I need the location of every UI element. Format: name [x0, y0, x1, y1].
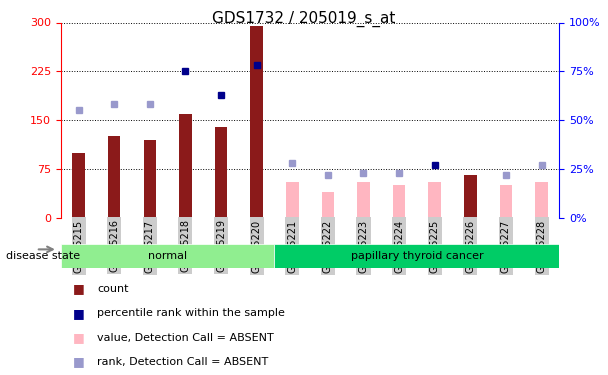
Bar: [429, 182, 441, 218]
Bar: [215, 126, 227, 218]
Bar: [393, 185, 406, 218]
Text: GSM85226: GSM85226: [465, 219, 475, 273]
FancyBboxPatch shape: [61, 244, 274, 268]
Bar: [143, 140, 156, 218]
Text: GSM85225: GSM85225: [430, 219, 440, 273]
Text: GSM85219: GSM85219: [216, 219, 226, 273]
Text: GDS1732 / 205019_s_at: GDS1732 / 205019_s_at: [212, 11, 396, 27]
Bar: [286, 182, 299, 218]
Text: GSM85216: GSM85216: [109, 219, 119, 273]
Bar: [535, 182, 548, 218]
Bar: [108, 136, 120, 218]
Bar: [72, 153, 85, 218]
Text: papillary thyroid cancer: papillary thyroid cancer: [351, 251, 483, 261]
Bar: [322, 192, 334, 217]
Text: ■: ■: [73, 307, 85, 320]
Bar: [250, 26, 263, 217]
Bar: [108, 136, 120, 218]
Text: GSM85220: GSM85220: [252, 219, 261, 273]
Text: GSM85218: GSM85218: [181, 219, 190, 273]
Text: ■: ■: [73, 282, 85, 295]
Bar: [464, 175, 477, 217]
Text: GSM85223: GSM85223: [359, 219, 368, 273]
Text: GSM85222: GSM85222: [323, 219, 333, 273]
Text: GSM85228: GSM85228: [536, 219, 547, 273]
Bar: [179, 114, 192, 218]
Text: GSM85221: GSM85221: [287, 219, 297, 273]
Text: ■: ■: [73, 356, 85, 368]
Bar: [72, 153, 85, 218]
Text: GSM85227: GSM85227: [501, 219, 511, 273]
Text: GSM85215: GSM85215: [74, 219, 84, 273]
Text: disease state: disease state: [6, 251, 80, 261]
Bar: [143, 140, 156, 218]
FancyBboxPatch shape: [274, 244, 559, 268]
Text: GSM85224: GSM85224: [394, 219, 404, 273]
Bar: [500, 185, 512, 218]
Text: count: count: [97, 284, 129, 294]
Text: value, Detection Call = ABSENT: value, Detection Call = ABSENT: [97, 333, 274, 342]
Text: normal: normal: [148, 251, 187, 261]
Text: percentile rank within the sample: percentile rank within the sample: [97, 308, 285, 318]
Bar: [358, 182, 370, 218]
Text: rank, Detection Call = ABSENT: rank, Detection Call = ABSENT: [97, 357, 269, 367]
Text: ■: ■: [73, 331, 85, 344]
Text: GSM85217: GSM85217: [145, 219, 155, 273]
